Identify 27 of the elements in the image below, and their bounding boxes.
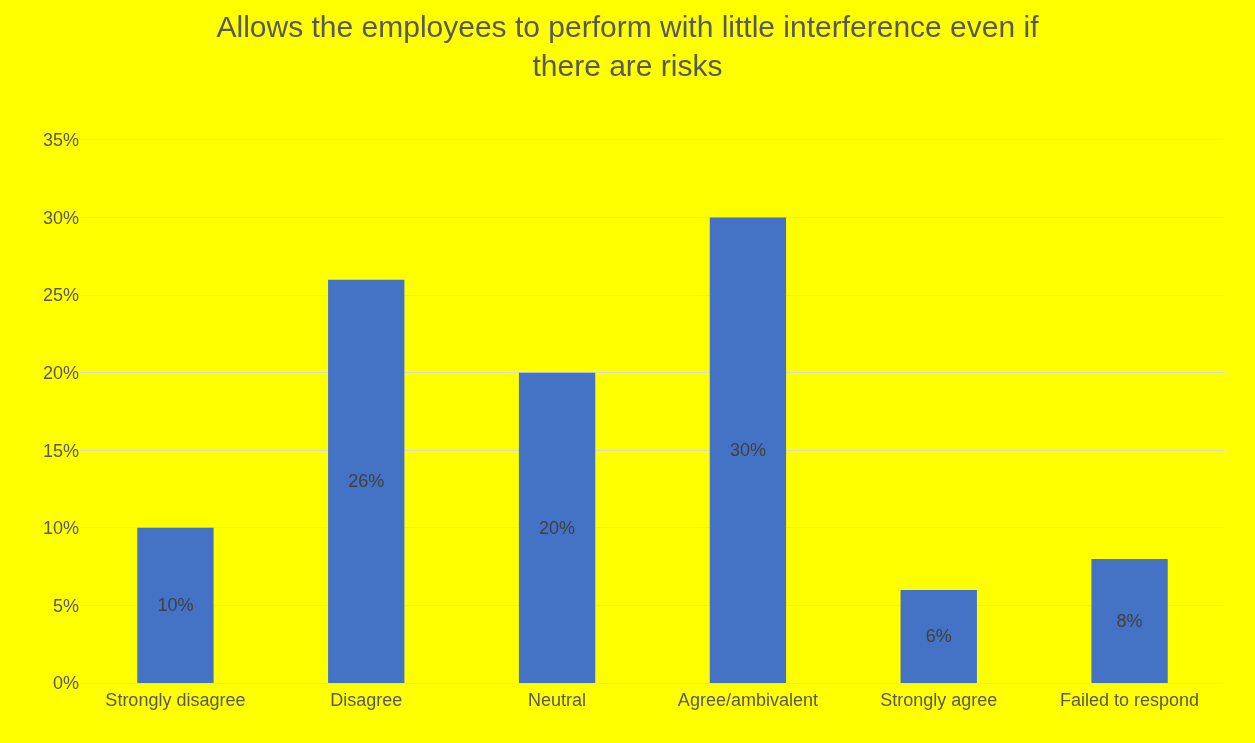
y-tick-label: 10% — [42, 518, 79, 539]
y-tick-label: 30% — [42, 207, 79, 228]
chart-title: Allows the employees to perform with little interference even if there are risks — [216, 10, 1040, 83]
y-tick-label: 25% — [42, 285, 79, 306]
x-tick-label: Strongly disagree — [105, 689, 246, 710]
data-label: 8% — [1116, 610, 1143, 631]
x-tick-label: Failed to respond — [1060, 689, 1200, 710]
data-label: 6% — [925, 626, 952, 647]
bar — [1091, 558, 1168, 683]
bar — [518, 372, 596, 683]
y-tick-label: 5% — [52, 595, 79, 616]
y-tick-label: 20% — [42, 363, 79, 384]
x-tick-label: Strongly agree — [880, 689, 998, 710]
y-tick-label: 35% — [42, 130, 79, 151]
y-tick-label: 15% — [42, 440, 79, 461]
bar — [709, 217, 787, 683]
data-label: 10% — [157, 595, 194, 616]
bar — [328, 279, 405, 683]
bar — [137, 527, 214, 683]
bar — [900, 589, 977, 683]
x-tick-label: Disagree — [330, 689, 403, 710]
data-label: 20% — [539, 517, 576, 538]
data-label: 30% — [729, 440, 766, 461]
y-tick-label: 0% — [52, 673, 79, 694]
data-label: 26% — [348, 471, 385, 492]
x-tick-label: Agree/ambivalent — [677, 689, 818, 710]
x-tick-label: Neutral — [528, 689, 587, 710]
